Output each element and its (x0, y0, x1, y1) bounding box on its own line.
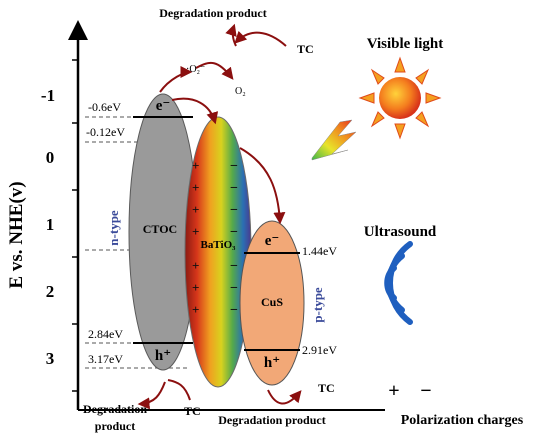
top-degradation-product: Degradation product (159, 6, 266, 20)
plus-charge: + (192, 224, 199, 239)
cus-p-type: p-type (310, 287, 325, 323)
plus-charge: + (192, 180, 199, 195)
minus-charge: − (230, 203, 238, 218)
top-tc: TC (297, 42, 314, 56)
batio3-particle: BaTiO₃ + + + + + + + − − − − − − − (184, 116, 252, 388)
cus-particle: e⁻ h⁺ CuS p-type (239, 220, 325, 386)
plus-charge: + (192, 302, 199, 317)
ctoc-cb-level: -0.6eV (88, 100, 121, 114)
plus-charge: + (192, 258, 199, 273)
y-tick-label: 2 (46, 282, 55, 301)
cus-electron: e⁻ (265, 233, 280, 249)
energy-level-labels: -0.6eV -0.12eV 2.84eV 3.17eV 1.44eV 2.91… (86, 100, 337, 366)
minus-charge: − (230, 225, 238, 240)
sun-icon (358, 56, 442, 140)
y-tick-label: 0 (46, 148, 55, 167)
cus-vb-level: 2.91eV (302, 343, 337, 357)
oxygen: O₂ (235, 86, 246, 97)
batio3-cb-level: -0.12eV (86, 125, 125, 139)
y-axis: -1 0 1 2 3 E vs. NHE(v) (6, 20, 385, 411)
superoxide-radical: ·O₂⁻ (186, 64, 205, 75)
minus-charge: − (230, 159, 238, 174)
bottom-left-reaction: Degradation product TC (83, 379, 201, 433)
ctoc-electron: e⁻ (156, 98, 171, 114)
charge-transfer-arrows (159, 66, 286, 225)
plus-charge: + (192, 280, 199, 295)
ctoc-particle: e⁻ h⁺ CTOC n-type (106, 93, 198, 371)
polarization-charges-label: Polarization charges (401, 413, 524, 428)
y-axis-label: E vs. NHE(v) (6, 181, 27, 288)
polarization-plus: + (388, 380, 399, 402)
visible-light-label: Visible light (367, 36, 444, 52)
batio3-vb-level: 3.17eV (88, 352, 123, 366)
minus-charge: − (230, 181, 238, 196)
bottom-mid-reaction: Degradation product TC (218, 381, 334, 427)
minus-charge: − (230, 281, 238, 296)
bottom-left-tc: TC (184, 404, 201, 418)
lightning-icon (311, 119, 357, 161)
ctoc-vb-level: 2.84eV (88, 327, 123, 341)
bottom-left-product-line2: product (95, 419, 135, 433)
plus-charge: + (192, 202, 199, 217)
ultrasound-source: Ultrasound (364, 224, 437, 325)
batio3-plus-charges: + + + + + + + (192, 158, 199, 317)
batio3-minus-charges: − − − − − − − (230, 159, 238, 318)
ctoc-label: CTOC (143, 222, 177, 236)
top-reaction: Degradation product TC ·O₂⁻ O₂ (159, 6, 313, 97)
ctoc-n-type: n-type (106, 210, 121, 246)
batio3-label: BaTiO₃ (201, 239, 237, 251)
minus-charge: − (230, 259, 238, 274)
minus-charge: − (230, 303, 238, 318)
cus-hole: h⁺ (264, 355, 280, 371)
bottom-left-product-line1: Degradation (83, 402, 147, 416)
bottom-mid-product: Degradation product (218, 413, 325, 427)
y-tick-label: 1 (46, 215, 55, 234)
cus-label: CuS (261, 295, 283, 309)
bottom-mid-tc: TC (318, 381, 335, 395)
ultrasound-label: Ultrasound (364, 224, 437, 240)
cus-cb-level: 1.44eV (302, 244, 337, 258)
visible-light-source: Visible light (311, 36, 444, 161)
plus-charge: + (192, 158, 199, 173)
sound-wave-icon (384, 241, 413, 325)
polarization-legend: + − Polarization charges (388, 380, 523, 428)
ctoc-hole: h⁺ (155, 348, 171, 364)
polarization-minus: − (420, 380, 431, 402)
y-tick-label: -1 (41, 86, 55, 105)
y-tick-label: 3 (46, 349, 55, 368)
